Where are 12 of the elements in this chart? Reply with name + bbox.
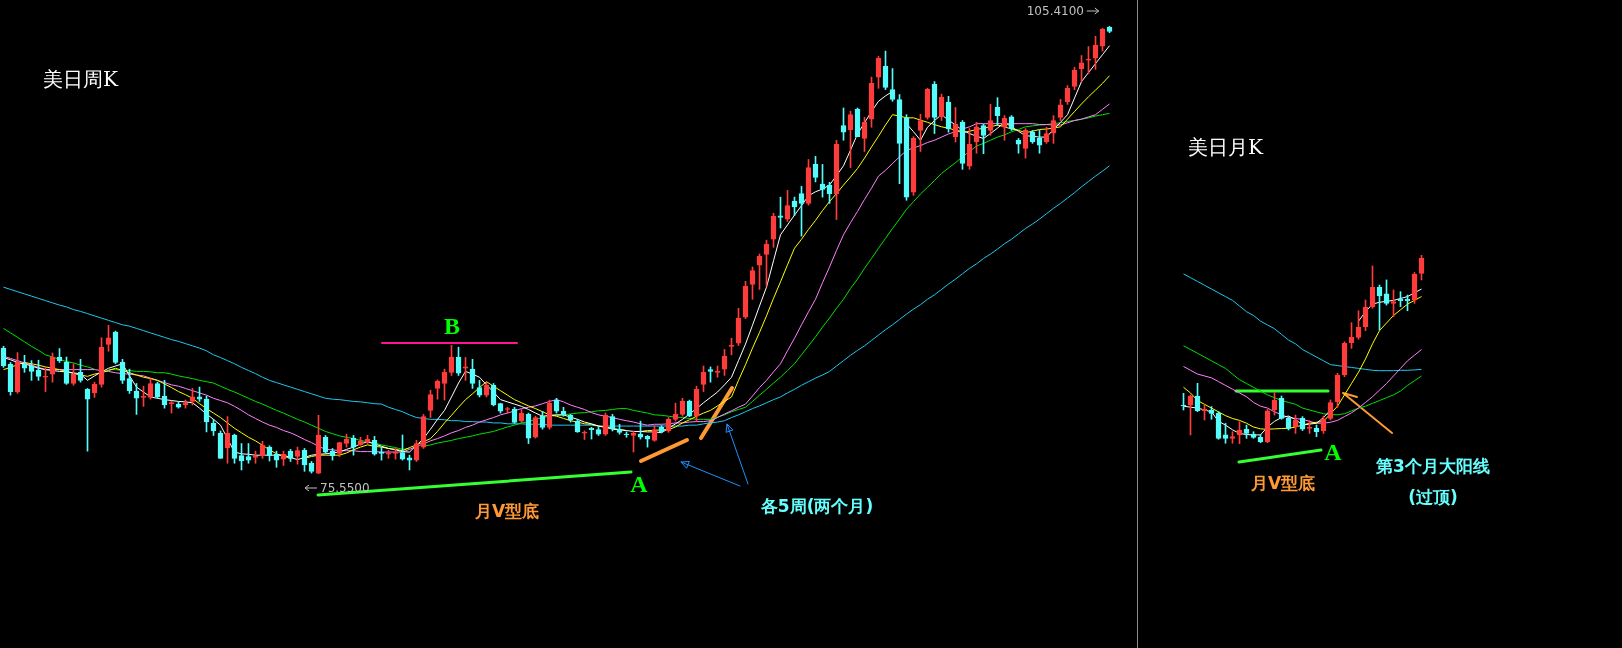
annotation: A [630,470,648,498]
text: 月V型底 [1250,471,1316,495]
text: 105.4100 [1026,4,1084,18]
text: (过顶) [1408,485,1458,509]
text: 第3个月大阳线 [1376,454,1490,478]
chart-title: 美日月K [1188,134,1263,161]
text: 各5周(两个月) [760,494,874,518]
text: 美日周K [43,66,118,93]
text: 75.5500 [320,481,370,495]
text: 月V型底 [474,499,540,523]
annotation: A [1324,438,1342,466]
annotation: B [443,312,461,340]
